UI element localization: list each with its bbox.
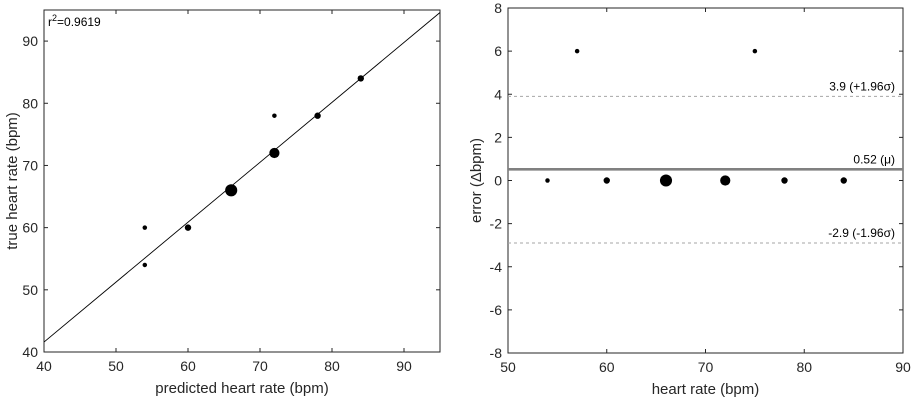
data-point: [314, 112, 321, 119]
x-axis-label: predicted heart rate (bpm): [155, 380, 328, 397]
data-point: [225, 184, 238, 197]
r-squared-annotation: r2=0.9619: [48, 13, 101, 29]
x-tick-label: 40: [36, 358, 52, 374]
x-tick-label: 70: [698, 359, 714, 375]
y-tick-label: -2: [490, 216, 503, 232]
y-tick-label: 4: [494, 86, 502, 102]
y-tick-label: 70: [22, 157, 38, 173]
data-point: [574, 48, 580, 54]
data-point: [720, 175, 731, 186]
x-tick-label: 80: [324, 358, 340, 374]
limit-line-label: -2.9 (-1.96σ): [828, 226, 895, 240]
data-point: [269, 147, 280, 159]
x-tick-label: 60: [599, 359, 615, 375]
data-point: [781, 177, 788, 184]
y-tick-label: 2: [494, 129, 502, 145]
y-tick-label: 90: [22, 33, 38, 49]
y-tick-label: -8: [490, 345, 503, 361]
y-tick-label: 60: [22, 220, 38, 236]
x-tick-label: 90: [396, 358, 412, 374]
plot-content: [44, 12, 440, 343]
y-tick-label: 40: [22, 344, 38, 360]
data-point: [752, 48, 758, 54]
y-tick-label: 8: [494, 0, 502, 16]
y-tick-label: 80: [22, 95, 38, 111]
x-tick-label: 80: [796, 359, 812, 375]
x-axis-label: heart rate (bpm): [652, 381, 760, 398]
y-axis-label: true heart rate (bpm): [4, 112, 21, 250]
x-tick-label: 90: [895, 359, 911, 375]
data-point: [545, 178, 550, 183]
plot-area-frame: [43, 9, 441, 353]
data-point: [603, 177, 610, 184]
y-tick-label: -4: [490, 259, 503, 275]
y-tick-label: -6: [490, 302, 503, 318]
x-tick-label: 60: [180, 358, 196, 374]
y-tick-label: 0: [494, 173, 502, 189]
data-point: [840, 177, 847, 184]
mean-line-label: 0.52 (μ): [853, 152, 895, 166]
limit-line-label: 3.9 (+1.96σ): [829, 79, 895, 93]
right-panel-bland-altman-plot: 50 60 70 80 90 -8 -6 -4 -2 0 2 4 6 8 heart rate (bpm) e…: [468, 0, 911, 398]
regression-fit-line: [44, 12, 440, 343]
data-point: [272, 113, 277, 118]
left-panel-regression-plot: 40 50 60 70 80 90 40 50 60 70 80 90 predicted heart …: [4, 9, 441, 397]
x-tick-label: 50: [108, 358, 124, 374]
data-point: [659, 174, 673, 187]
r-squared-exponent: 2: [52, 13, 57, 23]
data-point: [142, 262, 148, 268]
r-squared-value: =0.9619: [57, 15, 101, 29]
data-point: [357, 75, 364, 82]
x-tick-label: 70: [252, 358, 268, 374]
y-tick-label: 6: [494, 43, 502, 59]
data-point: [184, 224, 192, 231]
plot-content: [508, 48, 903, 244]
r-squared-symbol: r: [48, 15, 52, 29]
x-tick-label: 50: [500, 359, 516, 375]
data-point: [142, 225, 148, 230]
y-tick-label: 50: [22, 282, 38, 298]
y-axis-label: error (Δbpm): [468, 138, 485, 223]
